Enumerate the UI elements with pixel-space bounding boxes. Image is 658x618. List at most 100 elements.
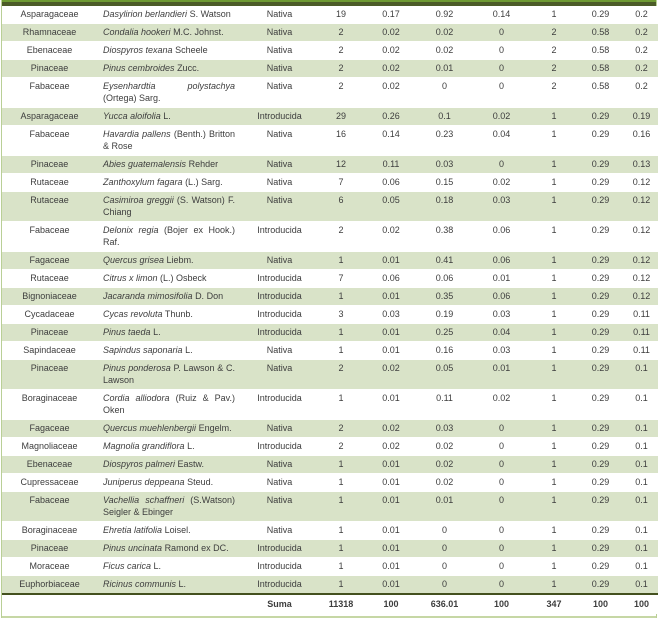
value-cell: 0.02	[382, 27, 400, 37]
table-row: Fabaceae Havardia pallens (Benth.) Britt…	[2, 125, 658, 156]
species-name: Pinus ponderosa	[103, 363, 171, 373]
table-row: Bignoniaceae Jacaranda mimosifolia D. Do…	[2, 287, 658, 306]
value-cell: 0.1	[635, 477, 648, 487]
value-cell: 0.02	[382, 81, 400, 91]
species-author: L.	[163, 111, 171, 121]
species-author: (Ortega) Sarg.	[103, 93, 161, 103]
species-name: Jacaranda mimosifolia	[103, 291, 193, 301]
value-cell: 2	[551, 81, 557, 91]
value-cell: 2	[338, 63, 344, 73]
total-value-cell: 100	[383, 599, 399, 609]
value-cell: 0.58	[591, 63, 610, 73]
origin-cell: Introducida	[257, 393, 302, 403]
value-cell: 0.29	[591, 327, 610, 337]
value-cell: 0.23	[435, 129, 454, 139]
species-author: Loisel.	[164, 525, 191, 535]
value-cell: 0.01	[382, 561, 400, 571]
species-author: P. Lawson & C. Lawson	[103, 363, 235, 385]
value-cell: 2	[338, 423, 344, 433]
value-cell: 0.29	[591, 195, 610, 205]
value-cell: 0.13	[632, 159, 651, 169]
value-cell: 1	[551, 345, 557, 355]
value-cell: 0.2	[635, 63, 648, 73]
value-cell: 0.29	[591, 225, 610, 235]
species-name: Ficus carica	[103, 561, 152, 571]
origin-cell: Nativa	[266, 63, 293, 73]
table-row: Fabaceae Delonix regia (Bojer ex Hook.) …	[2, 221, 658, 252]
family-cell: Fagaceae	[29, 255, 70, 265]
value-cell: 0.29	[591, 9, 610, 19]
value-cell: 0.29	[591, 441, 610, 451]
value-cell: 0.02	[435, 441, 454, 451]
value-cell: 0	[441, 543, 447, 553]
total-value-cell: 11318	[328, 599, 354, 609]
value-cell: 0.01	[382, 345, 400, 355]
species-author: Liebm.	[166, 255, 194, 265]
value-cell: 0.1	[635, 393, 648, 403]
value-cell: 0.01	[492, 273, 511, 283]
species-name: Abies guatemalensis	[103, 159, 187, 169]
table-row: Fabaceae Eysenhardtia polystachya (Orteg…	[2, 77, 658, 108]
table-row: Sapindaceae Sapindus saponaria L. Nativa…	[2, 341, 658, 360]
value-cell: 0.01	[435, 63, 454, 73]
value-cell: 0.15	[435, 177, 454, 187]
value-cell: 1	[338, 291, 344, 301]
species-name: Cordia alliodora	[103, 393, 170, 403]
value-cell: 0.12	[632, 177, 651, 187]
value-cell: 0.03	[435, 423, 454, 433]
origin-cell: Nativa	[266, 423, 293, 433]
table-row: Pinaceae Pinus cembroides Zucc. Nativa 2…	[2, 59, 658, 78]
species-name: Quercus grisea	[103, 255, 165, 265]
value-cell: 0.12	[632, 291, 651, 301]
species-cell: Magnolia grandiflora L.	[97, 438, 243, 456]
table-row: Boraginaceae Cordia alliodora (Ruiz & Pa…	[2, 389, 658, 420]
value-cell: 1	[338, 525, 344, 535]
value-cell: 0.03	[435, 159, 454, 169]
table-row: Rutaceae Citrus x limon (L.) Osbeck Intr…	[2, 269, 658, 288]
species-cell: Ricinus communis L.	[97, 576, 243, 595]
species-cell: Cycas revoluta Thunb.	[97, 306, 243, 324]
value-cell: 0.29	[591, 291, 610, 301]
origin-cell: Nativa	[266, 27, 293, 37]
origin-cell: Nativa	[266, 177, 293, 187]
species-name: Delonix regia	[103, 225, 159, 235]
origin-cell: Nativa	[266, 345, 293, 355]
value-cell: 0.04	[492, 327, 511, 337]
value-cell: 0.58	[591, 27, 610, 37]
table-row: Ebenaceae Diospyros palmeri Eastw. Nativ…	[2, 455, 658, 474]
value-cell: 12	[335, 159, 346, 169]
species-cell: Diospyros texana Scheele	[97, 42, 243, 60]
value-cell: 0.14	[492, 9, 511, 19]
total-value-cell: 100	[592, 599, 609, 609]
value-cell: 0.38	[435, 225, 454, 235]
species-name: Condalia hookeri	[103, 27, 171, 37]
species-cell: Casimiroa greggii (S. Watson) F. Chiang	[97, 192, 243, 222]
value-cell: 2	[338, 363, 344, 373]
species-name: Pinus taeda	[103, 327, 151, 337]
table-row: Fagaceae Quercus grisea Liebm. Nativa 1 …	[2, 251, 658, 270]
species-author: S. Watson	[189, 9, 231, 19]
origin-cell: Introducida	[257, 327, 302, 337]
total-label: Suma	[267, 599, 292, 609]
value-cell: 0.01	[382, 495, 400, 505]
value-cell: 0.11	[633, 309, 650, 319]
value-cell: 1	[551, 255, 557, 265]
species-cell: Dasylirion berlandieri S. Watson	[97, 6, 243, 24]
value-cell: 1	[551, 309, 557, 319]
origin-cell: Introducida	[257, 291, 302, 301]
table-row: Rhamnaceae Condalia hookeri M.C. Johnst.…	[2, 23, 658, 42]
value-cell: 0.16	[632, 129, 651, 139]
value-cell: 0	[498, 81, 504, 91]
species-cell: Juniperus deppeana Steud.	[97, 474, 243, 492]
value-cell: 0.25	[435, 327, 454, 337]
value-cell: 1	[338, 327, 344, 337]
species-author: Ramond ex DC.	[164, 543, 229, 553]
value-cell: 0.2	[635, 45, 648, 55]
value-cell: 0.06	[492, 225, 511, 235]
table-row: Moraceae Ficus carica L. Introducida 1 0…	[2, 557, 658, 576]
value-cell: 0.29	[591, 525, 610, 535]
value-cell: 0.29	[591, 177, 610, 187]
species-author: (S.Watson) Seigler & Ebinger	[103, 495, 235, 517]
value-cell: 0.29	[591, 561, 610, 571]
origin-cell: Introducida	[257, 309, 302, 319]
